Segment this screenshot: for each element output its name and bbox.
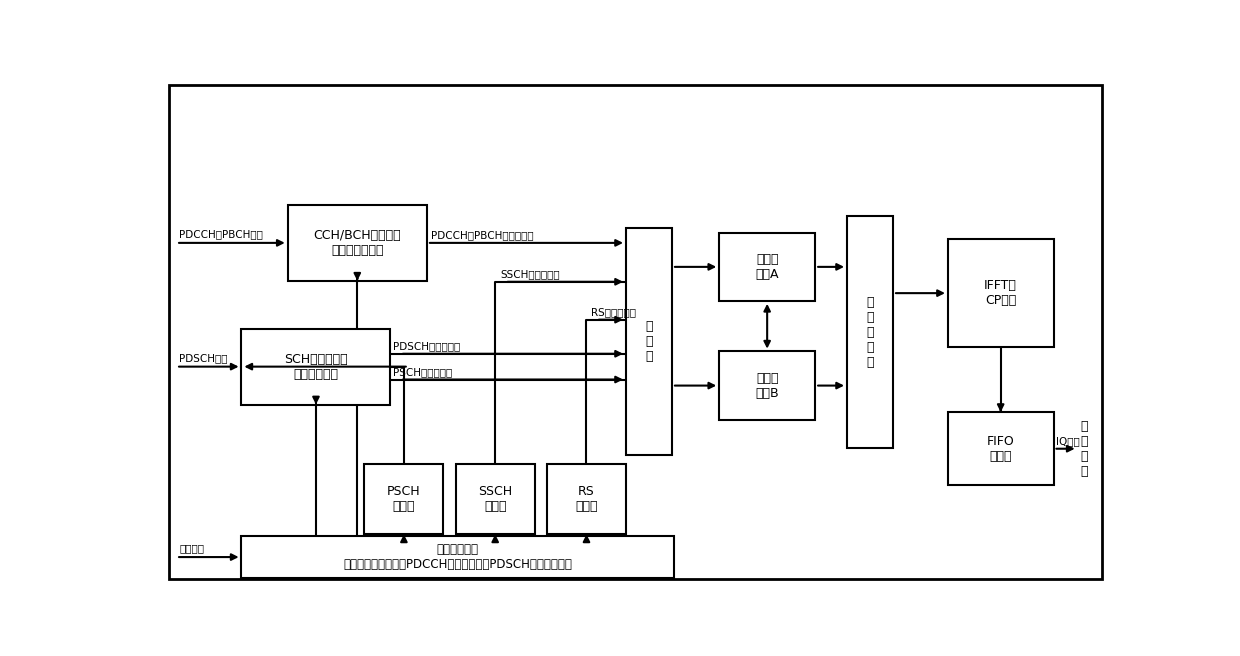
Text: PSCH
产生器: PSCH 产生器 [387,485,420,513]
Text: RS
产生器: RS 产生器 [575,485,598,513]
Text: IFFT与
CP插入: IFFT与 CP插入 [985,279,1017,307]
Bar [547,464,626,535]
Bar [626,228,672,455]
Text: SCH数据接收器
和地址产生器: SCH数据接收器 和地址产生器 [284,353,347,380]
Bar [456,464,534,535]
Bar [947,412,1054,485]
Text: 地
址
转
换
器: 地 址 转 换 器 [867,296,874,369]
Text: PSCH数据与地址: PSCH数据与地址 [393,367,453,377]
Text: 仲
裁
器: 仲 裁 器 [645,320,652,363]
Text: SSCH
产生器: SSCH 产生器 [479,485,512,513]
Text: 子帧缓
冲器A: 子帧缓 冲器A [755,253,779,281]
Text: PDSCH数据与地址: PDSCH数据与地址 [393,341,460,351]
Bar [947,239,1054,348]
Text: PDSCH数据: PDSCH数据 [179,353,227,363]
Bar [719,233,815,301]
Text: 控制数据: 控制数据 [179,544,205,554]
Text: IQ数据: IQ数据 [1056,436,1080,446]
Text: 控制寄存器组
（通用控制寄存器、PDCCH控制寄存器、PDSCH控制寄存器）: 控制寄存器组 （通用控制寄存器、PDCCH控制寄存器、PDSCH控制寄存器） [343,543,572,571]
Text: RS数据与地址: RS数据与地址 [591,307,636,317]
Text: SSCH数据与地址: SSCH数据与地址 [500,269,559,279]
Bar [719,352,815,420]
Text: 子帧缓
冲器B: 子帧缓 冲器B [755,371,779,400]
Bar [847,216,893,449]
Text: CCH/BCH数据接收
器和地址产生器: CCH/BCH数据接收 器和地址产生器 [314,229,401,257]
Bar [242,329,391,405]
Text: PDCCH或PBCH数据与地址: PDCCH或PBCH数据与地址 [430,230,533,240]
Bar [288,205,427,281]
Text: 射
频
部
分: 射 频 部 分 [1080,420,1087,478]
Bar [365,464,444,535]
Text: FIFO
缓冲器: FIFO 缓冲器 [987,435,1014,462]
Bar [242,537,675,578]
Text: PDCCH或PBCH数据: PDCCH或PBCH数据 [179,230,263,239]
